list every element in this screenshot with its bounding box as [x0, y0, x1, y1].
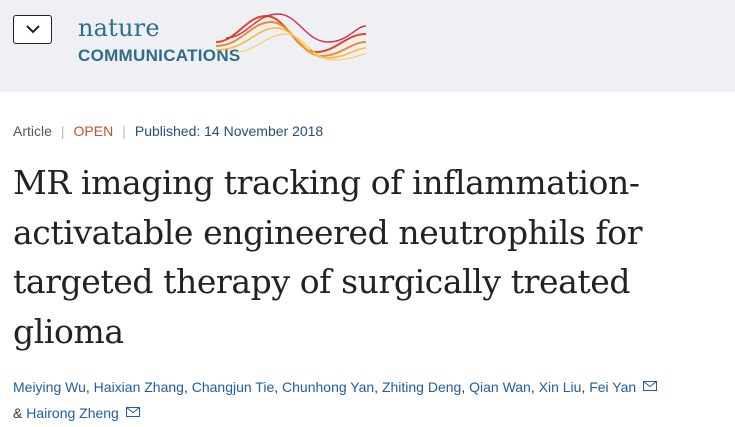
- site-header: nature COMMUNICATIONS: [0, 0, 735, 92]
- author-list: Meiying Wu, Haixian Zhang, Changjun Tie,…: [13, 374, 728, 426]
- article-title-line: MR imaging tracking of inflammation-: [13, 163, 640, 202]
- journal-logo[interactable]: nature COMMUNICATIONS: [78, 12, 368, 72]
- logo-wave-graphic: [216, 13, 366, 61]
- chevron-down-icon: [25, 25, 40, 34]
- article-type: Article: [13, 123, 52, 139]
- author-link[interactable]: Hairong Zheng: [26, 405, 119, 421]
- open-access-badge: OPEN: [73, 123, 114, 139]
- article-meta: Article | OPEN | Published: 14 November …: [13, 122, 323, 140]
- menu-toggle-button[interactable]: [13, 15, 52, 44]
- meta-separator: |: [122, 123, 126, 139]
- author-joiner: &: [13, 405, 23, 421]
- logo-communications-text: COMMUNICATIONS: [78, 46, 241, 65]
- published-date: Published: 14 November 2018: [134, 123, 324, 139]
- author-link[interactable]: Changjun Tie: [191, 379, 275, 395]
- author-link[interactable]: Fei Yan: [589, 379, 637, 395]
- article-title-line: targeted therapy of surgically treated: [13, 262, 631, 301]
- article-title-line: glioma: [13, 311, 124, 351]
- author-list-line: Meiying Wu, Haixian Zhang, Changjun Tie,…: [13, 374, 728, 400]
- meta-separator: |: [60, 123, 65, 139]
- author-link[interactable]: Meiying Wu: [13, 379, 86, 395]
- author-link[interactable]: Xin Liu: [538, 379, 582, 395]
- mail-icon[interactable]: [125, 407, 140, 417]
- author-link[interactable]: Chunhong Yan: [282, 379, 375, 395]
- mail-icon[interactable]: [643, 381, 658, 391]
- author-list-line: & Hairong Zheng: [13, 400, 728, 426]
- article-title: MR imaging tracking of inflammation- act…: [13, 158, 713, 356]
- logo-nature-text: nature: [78, 14, 160, 42]
- author-link[interactable]: Haixian Zhang: [93, 379, 184, 395]
- author-link[interactable]: Qian Wan: [469, 379, 531, 395]
- author-link[interactable]: Zhiting Deng: [381, 379, 462, 395]
- article-title-line: activatable engineered neutrophils for: [13, 212, 643, 252]
